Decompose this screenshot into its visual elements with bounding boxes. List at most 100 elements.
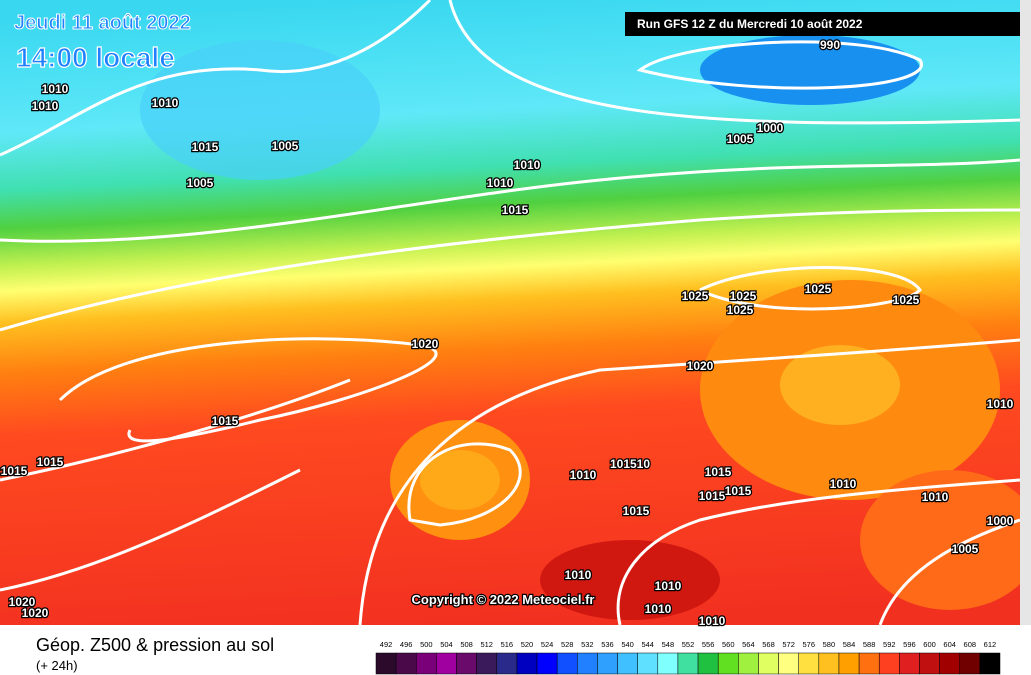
scale-swatch <box>959 652 981 675</box>
isobar <box>0 158 1020 243</box>
scale-label: 528 <box>561 640 574 649</box>
scale-label: 544 <box>641 640 654 649</box>
low-blob <box>140 40 380 180</box>
scale-label: 520 <box>521 640 534 649</box>
scale-label: 524 <box>541 640 554 649</box>
scale-swatch <box>436 652 457 675</box>
map-area <box>0 0 1020 625</box>
scale-swatch <box>577 652 598 675</box>
scale-swatch <box>375 652 397 675</box>
isobar-label: 1010 <box>565 568 592 582</box>
isobar-label: 1015 <box>502 203 529 217</box>
isobar-label: 1005 <box>952 542 979 556</box>
isobar-label: 1010 <box>922 490 949 504</box>
isobar-label: 1015 <box>623 504 650 518</box>
isobar <box>0 0 432 157</box>
warm-blob <box>780 345 900 425</box>
scale-label: 588 <box>863 640 876 649</box>
isobar-label: 1010 <box>987 397 1014 411</box>
date: Jeudi 11 août 2022 <box>14 12 191 34</box>
isobar <box>358 338 1020 625</box>
scale-swatch <box>476 652 498 675</box>
footer-title: Géop. Z500 & pression au sol <box>36 635 274 655</box>
scale-label: 600 <box>923 640 936 649</box>
scale-swatch <box>858 652 880 675</box>
scale-label: 536 <box>601 640 614 649</box>
scale-label: 532 <box>581 640 594 649</box>
copyright: Copyright © 2022 Meteociel.fr <box>412 592 595 607</box>
scale-label: 492 <box>380 640 393 649</box>
isobar-label: 1010 <box>699 614 726 628</box>
scale-label: 604 <box>943 640 956 649</box>
warm-blob <box>420 450 500 510</box>
isobar-label: 1020 <box>9 595 36 609</box>
isobar <box>0 468 301 592</box>
isobar <box>448 0 1020 125</box>
scale-swatch <box>657 652 679 675</box>
isobar-label: 1025 <box>727 303 754 317</box>
scale-swatch <box>496 652 518 675</box>
isobar <box>699 266 922 311</box>
isobar-label: 101510 <box>610 457 650 471</box>
scale-swatch <box>878 652 900 675</box>
isobar-label: 1015 <box>212 414 239 428</box>
isobar-label: 1000 <box>757 121 784 135</box>
scale-swatch <box>939 652 960 675</box>
scale-swatch <box>516 652 538 675</box>
isobar-label: 1025 <box>682 289 709 303</box>
isobar-label: 1010 <box>487 176 514 190</box>
scale-swatch <box>617 652 638 675</box>
border <box>1020 0 1031 625</box>
isobar <box>636 40 924 90</box>
isobar-label: 1020 <box>687 359 714 373</box>
scale-label: 500 <box>420 640 433 649</box>
isobar-label: 1020 <box>412 337 439 351</box>
isobar-label: 1010 <box>42 82 69 96</box>
scale-swatch <box>979 652 1001 675</box>
scale-label: 496 <box>400 640 413 649</box>
isobar-label: 1000 <box>987 514 1014 528</box>
scale-swatch <box>778 652 799 675</box>
isobar-label: 1015 <box>37 455 64 469</box>
scale-swatch <box>677 652 699 675</box>
scale-swatch <box>798 652 820 675</box>
run-box <box>625 12 1020 36</box>
scale-swatch <box>536 652 558 675</box>
warm-blob <box>860 470 1020 610</box>
isobar-labels: 1010 1010 1010 1015 1005 1005 1010 1010 1015 990 1… <box>0 37 1015 630</box>
hot-blob <box>540 540 720 620</box>
scale-label: 508 <box>460 640 473 649</box>
isobar-label: 1005 <box>187 176 214 190</box>
scale-swatch <box>758 652 779 675</box>
isobar <box>407 442 522 527</box>
isobar-label: 1025 <box>730 289 757 303</box>
scale-label: 540 <box>621 640 634 649</box>
scale-label: 612 <box>984 640 997 649</box>
scale-label: 516 <box>501 640 514 649</box>
isobar-label: 1005 <box>727 132 754 146</box>
scale-swatch <box>416 652 437 675</box>
isobar-label: 1025 <box>805 282 832 296</box>
isobar-label: 1020 <box>22 606 49 620</box>
scale-label: 580 <box>823 640 836 649</box>
scale-label: 572 <box>782 640 795 649</box>
scale-swatch <box>697 652 719 675</box>
isobar-label: 1025 <box>893 293 920 307</box>
isobar-label: 1005 <box>272 139 299 153</box>
scale-label: 560 <box>722 640 735 649</box>
isobar-label: 1015 <box>1 464 28 478</box>
isobar-label: 990 <box>820 38 840 52</box>
isobar-label: 1010 <box>570 468 597 482</box>
scale-label: 568 <box>762 640 775 649</box>
scale-label: 608 <box>964 640 977 649</box>
isobar <box>878 518 1020 625</box>
isobar-label: 1010 <box>655 579 682 593</box>
scale-swatch <box>456 652 477 675</box>
scale-swatch <box>899 652 920 675</box>
isobar <box>0 378 351 482</box>
isobar-label: 1010 <box>645 602 672 616</box>
scale-label: 504 <box>440 640 453 649</box>
isobar-label: 1010 <box>152 96 179 110</box>
scale-swatch <box>637 652 659 675</box>
isobar-label: 1015 <box>699 489 726 503</box>
